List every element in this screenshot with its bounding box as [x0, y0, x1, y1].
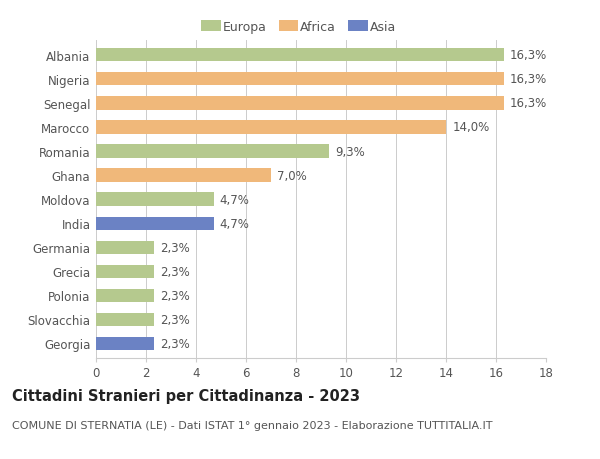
- Legend: Europa, Africa, Asia: Europa, Africa, Asia: [196, 16, 401, 39]
- Text: 16,3%: 16,3%: [510, 73, 547, 86]
- Text: 2,3%: 2,3%: [160, 337, 190, 350]
- Bar: [96, 217, 214, 230]
- Bar: [96, 241, 154, 254]
- Text: COMUNE DI STERNATIA (LE) - Dati ISTAT 1° gennaio 2023 - Elaborazione TUTTITALIA.: COMUNE DI STERNATIA (LE) - Dati ISTAT 1°…: [12, 420, 493, 430]
- Text: 7,0%: 7,0%: [277, 169, 307, 182]
- Text: 16,3%: 16,3%: [510, 97, 547, 110]
- Bar: [96, 265, 154, 278]
- Text: 16,3%: 16,3%: [510, 49, 547, 62]
- Text: 14,0%: 14,0%: [452, 121, 490, 134]
- Text: 4,7%: 4,7%: [220, 193, 250, 206]
- Bar: [96, 193, 214, 206]
- Bar: [96, 289, 154, 302]
- Text: 2,3%: 2,3%: [160, 289, 190, 302]
- Text: 9,3%: 9,3%: [335, 145, 365, 158]
- Text: 2,3%: 2,3%: [160, 265, 190, 278]
- Text: 2,3%: 2,3%: [160, 313, 190, 326]
- Text: Cittadini Stranieri per Cittadinanza - 2023: Cittadini Stranieri per Cittadinanza - 2…: [12, 388, 360, 403]
- Bar: [96, 73, 503, 86]
- Text: 4,7%: 4,7%: [220, 217, 250, 230]
- Text: 2,3%: 2,3%: [160, 241, 190, 254]
- Bar: [96, 121, 446, 134]
- Bar: [96, 169, 271, 182]
- Bar: [96, 337, 154, 350]
- Bar: [96, 97, 503, 110]
- Bar: [96, 49, 503, 62]
- Bar: [96, 313, 154, 326]
- Bar: [96, 145, 329, 158]
